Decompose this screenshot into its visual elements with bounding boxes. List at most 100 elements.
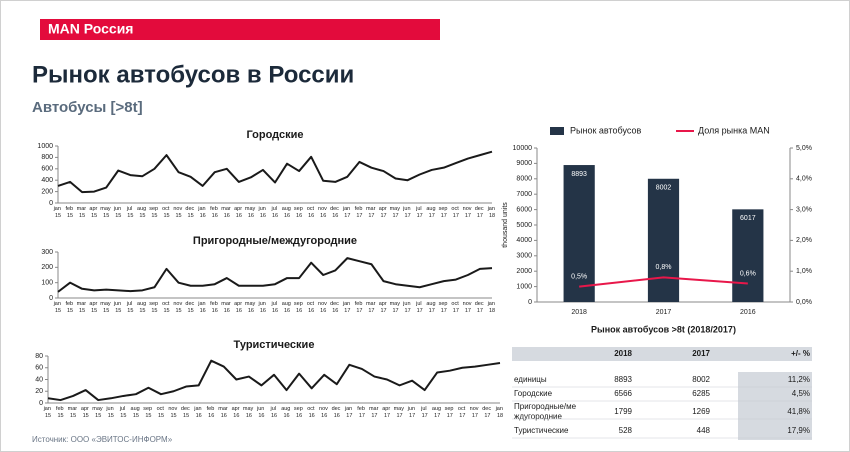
table-cell: 528 <box>619 426 633 435</box>
x-tick-label: jul 17 <box>415 206 423 219</box>
x-tick-label: oct 16 <box>307 206 316 219</box>
x-tick-label: oct 16 <box>307 406 316 419</box>
x-tick-label: nov 17 <box>463 301 473 314</box>
x-tick-label: nov 15 <box>173 301 183 314</box>
chart-title: Туристические <box>234 339 315 351</box>
x-tick-label: feb 15 <box>65 206 74 219</box>
x-tick-label: jul 16 <box>269 406 277 419</box>
x-tick-label: dec 16 <box>330 301 340 314</box>
x-tick-label: dec 17 <box>475 206 485 219</box>
x-tick-label: jan 17 <box>342 206 352 219</box>
x-tick-label: dec 15 <box>181 406 191 419</box>
x-tick-label: oct 17 <box>451 301 460 314</box>
table-cell: 6285 <box>692 389 710 398</box>
x-tick-label: feb 15 <box>65 301 74 314</box>
x-tick-label: mar 15 <box>68 406 79 419</box>
y-tick-label: 0 <box>39 400 43 407</box>
x-tick-label: apr 15 <box>81 406 90 419</box>
x-tick-label: oct 17 <box>458 406 467 419</box>
data-label: 6017 <box>740 215 756 222</box>
x-tick-label: sep 16 <box>294 406 304 419</box>
x-tick-label: apr 17 <box>382 406 391 419</box>
x-tick-label: jan 15 <box>53 206 63 219</box>
x-tick-label: dec 17 <box>475 301 485 314</box>
x-tick-label: feb 16 <box>210 206 219 219</box>
x-tick-label: nov 15 <box>168 406 178 419</box>
brand-bar <box>40 19 440 40</box>
x-tick-label: jan 17 <box>342 301 352 314</box>
x-tick-label: aug 16 <box>281 406 292 419</box>
x-tick-label: aug 17 <box>432 406 443 419</box>
y-tick-label: 4000 <box>516 237 532 244</box>
x-tick-label: may 17 <box>390 301 402 314</box>
x-tick-label: oct 15 <box>162 301 171 314</box>
x-tick-label: mar 17 <box>366 206 377 219</box>
x-tick-label: oct 16 <box>307 301 316 314</box>
x-tick-label: jul 16 <box>270 301 278 314</box>
page-subtitle: Автобусы [>8t] <box>32 99 143 116</box>
x-tick-label: mar 17 <box>369 406 380 419</box>
x-tick-label: dec 17 <box>482 406 492 419</box>
data-label: 0,5% <box>571 273 587 280</box>
x-tick-label: feb 17 <box>357 406 366 419</box>
bar <box>647 178 680 302</box>
y-tick-label: 1000 <box>516 283 532 290</box>
x-tick-label: may 16 <box>245 301 257 314</box>
x-tick-label: mar 16 <box>218 406 229 419</box>
y-tick-label: 1000 <box>37 143 53 150</box>
x-tick-label: sep 15 <box>143 406 153 419</box>
row-label: единицы <box>514 375 547 384</box>
x-tick-label: sep 17 <box>439 301 449 314</box>
x-tick-label: apr 16 <box>232 406 241 419</box>
y-tick-label: 3000 <box>516 253 532 260</box>
y-tick-label: 6000 <box>516 206 532 213</box>
y-tick-label: 100 <box>41 280 53 287</box>
chart-title: Пригородные/междугородние <box>193 235 357 247</box>
table-header: +/- % <box>791 349 810 358</box>
data-label: 8002 <box>656 185 672 192</box>
x-tick-label: may 15 <box>92 406 104 419</box>
data-label: 8893 <box>571 171 587 178</box>
data-label: 0,8% <box>656 264 672 271</box>
y-tick-label: 200 <box>41 264 53 271</box>
x-tick-label: jun 15 <box>113 206 123 219</box>
x-tick-label: apr 17 <box>379 301 388 314</box>
x-tick-label: mar 15 <box>77 301 88 314</box>
x-tick-label: jul 17 <box>420 406 428 419</box>
x-tick-label: apr 16 <box>234 301 243 314</box>
x-tick-label: mar 15 <box>77 206 88 219</box>
source: Источник: ООО «ЭВИТОС-ИНФОРМ» <box>32 435 173 444</box>
bar <box>732 209 764 302</box>
x-tick-label: jun 17 <box>402 206 412 219</box>
x-tick-label: sep 17 <box>445 406 455 419</box>
y2-tick-label: 2,0% <box>796 237 812 244</box>
x-tick-label: nov 17 <box>463 206 473 219</box>
y-tick-label: 60 <box>35 365 43 372</box>
x-tick-label: nov 16 <box>318 206 328 219</box>
row-label: Пригородные/ме ждугородние <box>514 402 577 421</box>
x-tick-label: dec 15 <box>185 206 195 219</box>
page-title: Рынок автобусов в России <box>32 61 354 88</box>
row-label: Туристические <box>514 426 569 435</box>
x-tick-label: jul 16 <box>270 206 278 219</box>
y-tick-label: 600 <box>41 166 53 173</box>
x-tick-label: feb 16 <box>207 406 216 419</box>
x-tick-label: apr 15 <box>89 206 98 219</box>
x-tick-label: sep 15 <box>149 206 159 219</box>
x-tick-label: nov 17 <box>470 406 480 419</box>
line-series <box>47 359 501 402</box>
table-cell: 11,2% <box>788 375 810 384</box>
y2-tick-label: 5,0% <box>796 145 812 152</box>
bar <box>563 165 595 302</box>
x-tick-label: aug 15 <box>131 406 142 419</box>
x-tick-label: jun 16 <box>256 406 266 419</box>
table-cell: 4,5% <box>792 389 810 398</box>
y-tick-label: 9000 <box>516 160 532 167</box>
x-tick-label: 2016 <box>740 309 756 316</box>
y-tick-label: 8000 <box>516 176 532 183</box>
brand: MAN Россия <box>48 21 133 37</box>
x-tick-label: jan 16 <box>193 406 203 419</box>
y2-tick-label: 1,0% <box>796 268 812 275</box>
